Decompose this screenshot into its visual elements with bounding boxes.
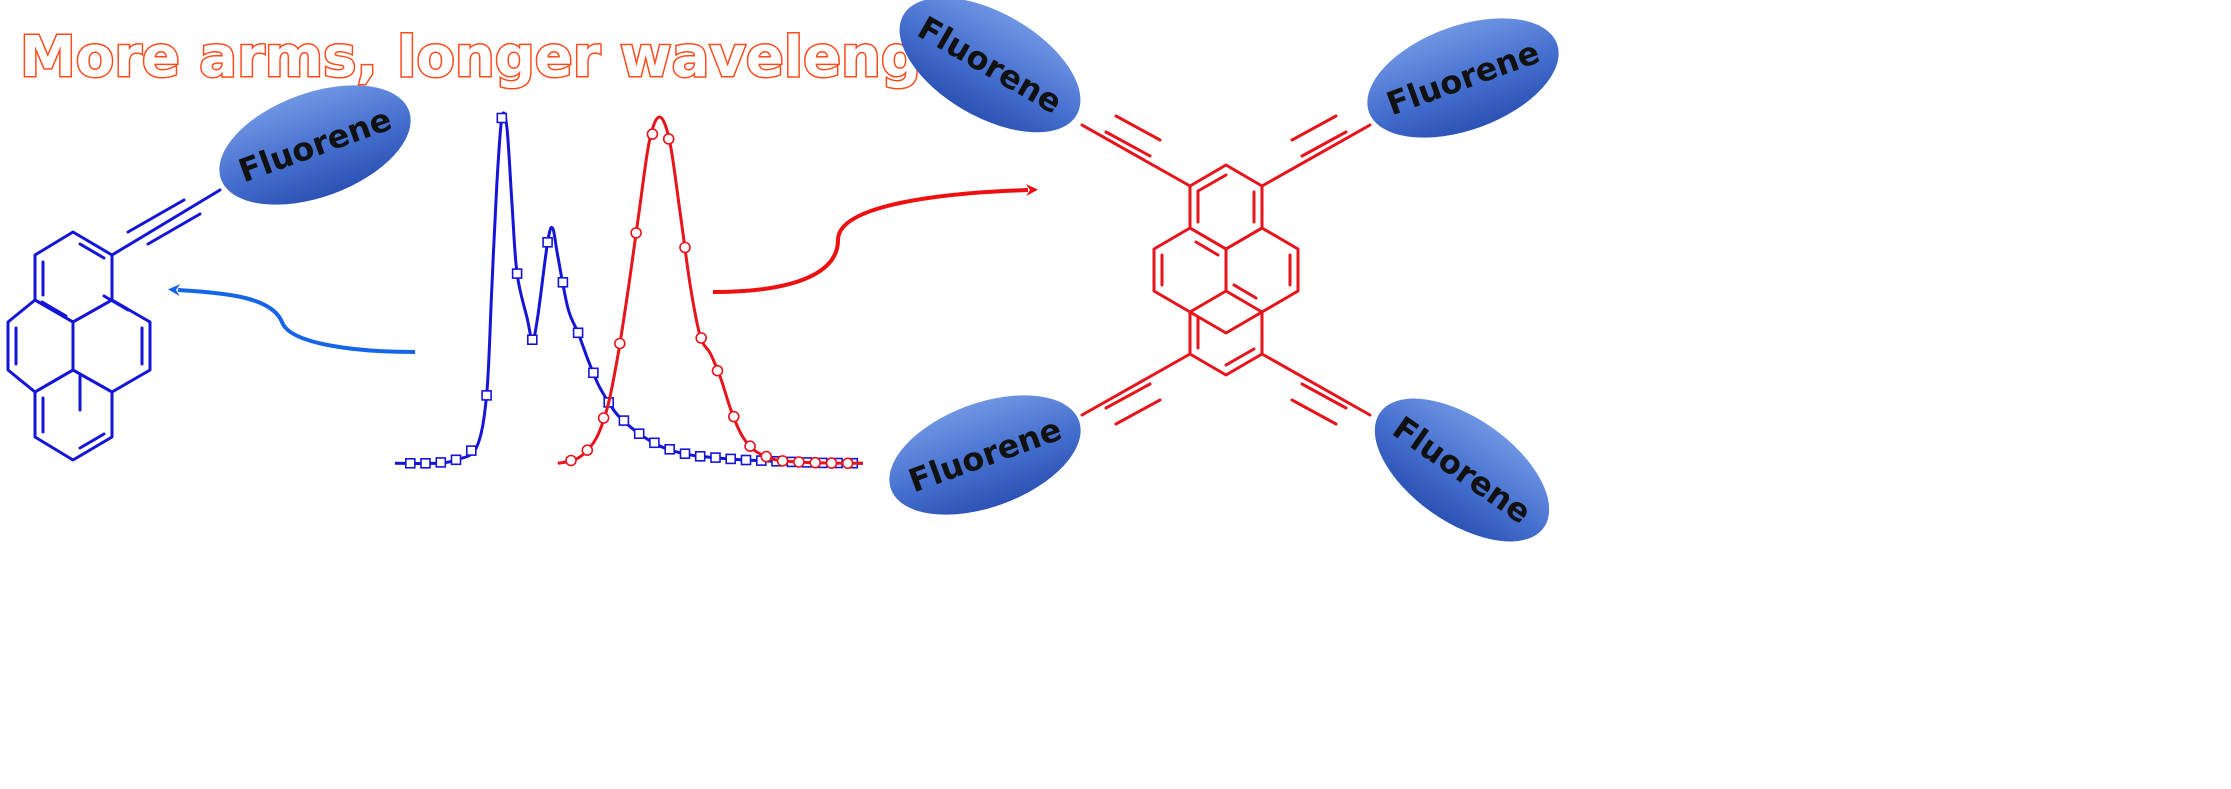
spectrum-marker xyxy=(841,457,854,470)
spectrum-marker xyxy=(420,457,431,469)
spectrum-marker xyxy=(450,454,462,466)
spectrum-marker xyxy=(679,448,691,460)
spectrum-marker xyxy=(662,133,675,145)
spectrum-marker xyxy=(776,455,789,467)
spectrum-marker xyxy=(695,332,708,344)
spectrum-marker xyxy=(588,367,599,379)
spectrum-marker xyxy=(646,128,659,140)
spectrum-marker xyxy=(572,327,584,339)
spectrum-marker xyxy=(740,454,752,466)
spectrum-marker xyxy=(679,241,691,254)
spectrum-marker xyxy=(597,412,610,424)
pyrene-four-arm-structure xyxy=(1080,114,1372,426)
spectrum-marker xyxy=(565,454,577,467)
spectrum-marker xyxy=(435,457,447,468)
fluorene-group-bottom-right: Fluorene xyxy=(1374,398,1550,542)
curved-arrow-left-icon xyxy=(168,284,416,354)
spectrum-marker xyxy=(481,390,492,401)
spectrum-marker xyxy=(465,445,477,456)
spectrum-marker xyxy=(809,456,822,469)
spectrum-marker xyxy=(557,276,569,288)
spectrum-marker xyxy=(496,112,508,124)
spectrum-marker xyxy=(542,237,553,248)
pyrene-single-arm-structure xyxy=(6,188,222,462)
spectrum-marker xyxy=(744,440,756,453)
spectrum-marker xyxy=(694,450,706,462)
spectrum-line-1 xyxy=(394,111,864,466)
fluorene-group-bottom-left: Fluorene xyxy=(889,395,1081,515)
spectrum-marker xyxy=(825,457,838,469)
spectrum-marker xyxy=(711,364,724,377)
fluorene-group-top-right: Fluorene xyxy=(1367,18,1559,138)
emission-spectra-chart xyxy=(394,111,864,470)
spectrum-marker xyxy=(511,268,523,279)
fluorene-group-left: Fluorene xyxy=(219,85,411,205)
spectrum-marker xyxy=(760,450,773,463)
spectrum-marker xyxy=(526,334,538,346)
spectrum-marker xyxy=(618,415,630,426)
spectrum-line-2 xyxy=(557,115,863,465)
spectrum-marker xyxy=(725,453,737,465)
spectrum-marker xyxy=(581,444,594,457)
spectrum-marker xyxy=(613,337,626,350)
spectrum-marker xyxy=(793,456,805,468)
spectrum-marker xyxy=(664,443,676,455)
spectrum-marker xyxy=(727,410,740,423)
spectrum-marker xyxy=(630,227,642,239)
page-title: More arms, longer wavelength xyxy=(20,25,988,90)
curved-arrow-right-icon xyxy=(712,184,1038,294)
spectrum-marker xyxy=(649,437,660,449)
spectrum-marker xyxy=(633,428,645,440)
spectrum-marker xyxy=(710,452,721,463)
spectrum-marker xyxy=(404,457,416,469)
